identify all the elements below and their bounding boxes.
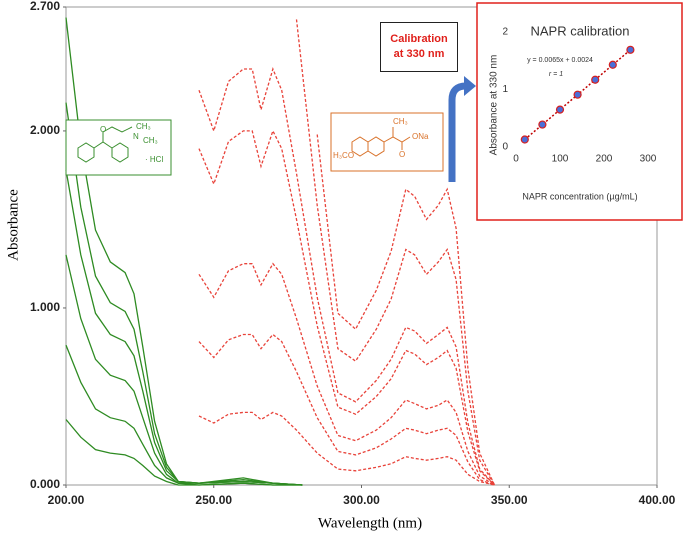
diphenhydramine-labels: CH₃ N CH₃ O · HCl	[100, 122, 163, 164]
inset-x-tick-label: 300	[640, 154, 657, 165]
structure-label: H₃CO	[333, 151, 354, 160]
spectrum-line	[198, 333, 495, 486]
callout: Calibration at 330 nm	[380, 22, 458, 72]
structure-label: CH₃	[143, 136, 158, 145]
x-tick-label: 200.00	[48, 493, 85, 507]
calibration-point	[573, 90, 582, 99]
structure-label: CH₃	[136, 122, 151, 131]
spectrum-line	[295, 19, 496, 486]
inset-chart: 0 1 2 0 100 200 300	[502, 27, 656, 165]
calibration-point	[591, 75, 600, 84]
naproxen-labels: CH₃ ONa O H₃CO	[333, 117, 429, 160]
inset-equation: y = 0.0065x + 0.0024	[527, 57, 593, 64]
inset-title: NAPR calibration	[531, 23, 630, 38]
spectra	[65, 17, 496, 486]
x-tick-label: 250.00	[195, 493, 232, 507]
diphenhydramine-structure	[65, 119, 172, 176]
spectrum-line	[316, 134, 496, 486]
structure-label: O	[399, 150, 405, 159]
calibration-point	[520, 135, 529, 144]
calibration-point	[608, 60, 617, 69]
inset-x-tick-label: 200	[596, 154, 613, 165]
spectrum-line	[65, 102, 303, 486]
spectrum-line	[198, 262, 495, 486]
structure-label: O	[100, 125, 106, 134]
spectrum-line	[198, 411, 495, 486]
inset-y-label: Absorbance at 330 nm	[489, 55, 500, 156]
inset-x-label: NAPR concentration (µg/mL)	[522, 191, 637, 201]
x-tick-label: 300.00	[343, 493, 380, 507]
naproxen-structure	[330, 112, 444, 172]
structure-label: · HCl	[145, 155, 163, 164]
calibration-point	[555, 105, 565, 114]
inset-y-tick-label: 0	[502, 142, 508, 153]
structure-label: N	[133, 132, 139, 141]
inset-r: r = 1	[549, 71, 563, 78]
x-tick-label: 350.00	[491, 493, 528, 507]
y-tick-label: 0.000	[30, 477, 60, 491]
x-tick-label: 400.00	[639, 493, 676, 507]
structure-label: ONa	[412, 132, 429, 141]
y-axis-label: Absorbance	[5, 189, 21, 261]
inset-y-tick-label: 1	[502, 84, 508, 95]
spectrum-line	[65, 17, 303, 486]
spectrum-line	[65, 169, 303, 486]
spectrum-line	[198, 67, 495, 486]
spectrum-line	[198, 129, 495, 486]
spectrum-line	[65, 344, 303, 486]
structure-label: CH₃	[393, 117, 408, 126]
calibration-point	[626, 45, 635, 54]
y-tick-label: 2.700	[30, 0, 60, 13]
x-axis-label: Wavelength (nm)	[318, 515, 422, 531]
arrow-head	[464, 76, 476, 96]
inset-x-tick-label: 100	[552, 154, 569, 165]
arrow	[448, 82, 467, 182]
calibration-point	[538, 120, 547, 129]
y-tick-label: 1.000	[30, 300, 60, 314]
inset-y-tick-label: 2	[502, 27, 508, 38]
inset-frame	[476, 2, 683, 221]
y-tick-label: 2.000	[30, 123, 60, 137]
spectrum-line	[65, 419, 303, 486]
inset-x-tick-label: 0	[513, 154, 519, 165]
